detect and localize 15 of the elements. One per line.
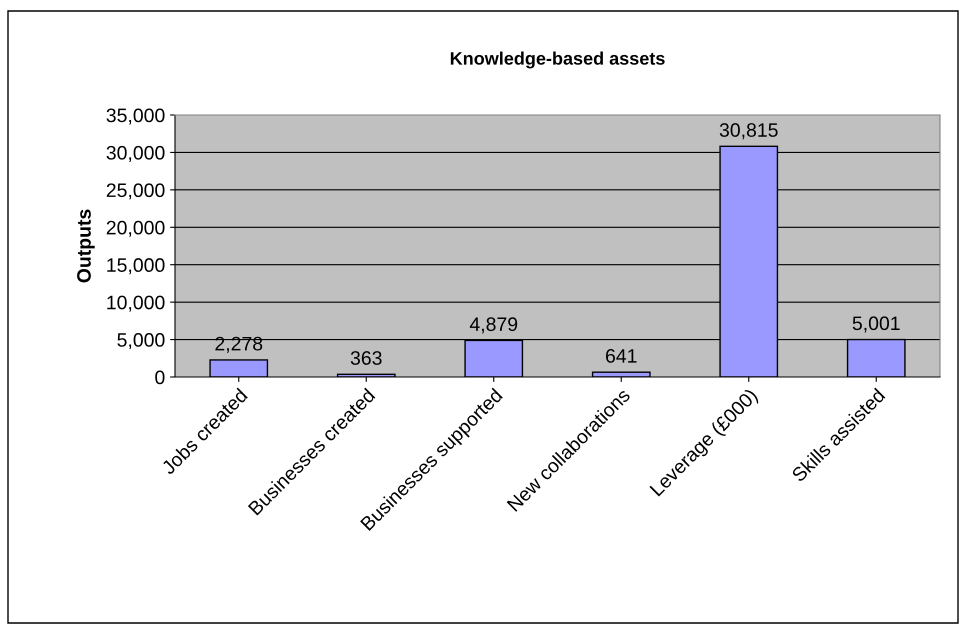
y-tick-label: 20,000: [106, 220, 165, 237]
data-label: 641: [606, 349, 637, 363]
y-tick-label: 0: [155, 370, 165, 384]
y-tick-label: 10,000: [107, 296, 165, 312]
data-label: 5,001: [852, 316, 900, 332]
chart-title: Knowledge-based assets: [450, 52, 665, 68]
data-label: 363: [350, 351, 382, 365]
y-axis-title: Outputs: [77, 210, 95, 282]
y-tick-label: 15,000: [107, 258, 165, 274]
y-tick-label: 30,000: [106, 146, 165, 162]
data-label: 4,879: [470, 317, 518, 334]
data-label: 30,815: [720, 123, 778, 140]
y-tick-label: 35,000: [106, 108, 165, 125]
y-tick-label: 5,000: [117, 333, 165, 350]
y-tick-label: 25,000: [106, 183, 165, 200]
